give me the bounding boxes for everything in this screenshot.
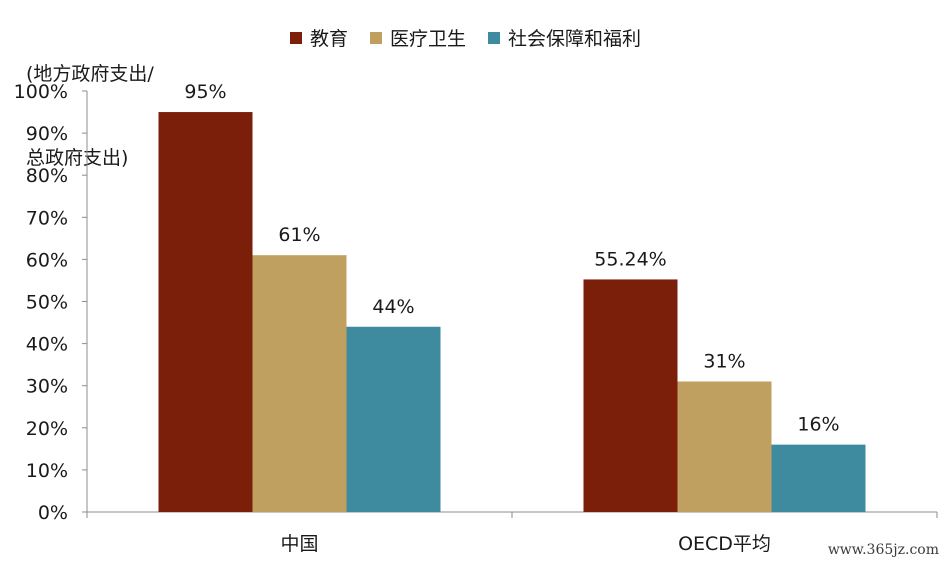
y-tick-label: 40% [26, 334, 68, 356]
y-axis-title: (地方政府支出/ 总政府支出) [26, 4, 154, 200]
legend-label-health: 医疗卫生 [390, 28, 467, 50]
x-tick-label: OECD平均 [678, 533, 771, 555]
bar-value-label: 16% [797, 414, 839, 436]
bar-value-label: 61% [278, 224, 320, 246]
y-tick-label: 30% [26, 376, 68, 398]
bar [771, 444, 866, 512]
y-tick-label: 20% [26, 418, 68, 440]
watermark: www.365jz.com [827, 542, 939, 558]
legend-item-social: 社会保障和福利 [488, 24, 641, 51]
y-tick-label: 60% [26, 249, 68, 271]
legend-swatch-health [370, 31, 383, 44]
y-tick-label: 50% [26, 292, 68, 314]
y-tick-label: 10% [26, 460, 68, 482]
y-axis-title-line1: (地方政府支出/ [26, 63, 154, 85]
legend-swatch-social [488, 31, 501, 44]
bar-value-label: 95% [184, 81, 226, 103]
y-tick-label: 90% [26, 123, 68, 145]
bar [252, 255, 347, 512]
legend-label-education: 教育 [310, 28, 349, 50]
y-tick-label: 0% [38, 502, 68, 524]
legend-item-health: 医疗卫生 [370, 24, 466, 51]
legend-swatch-education [290, 31, 302, 44]
bar [158, 112, 253, 513]
bar [346, 326, 441, 512]
legend-label-social: 社会保障和福利 [508, 28, 642, 50]
bar [583, 279, 678, 512]
bar [677, 381, 772, 512]
x-tick-label: 中国 [280, 533, 318, 555]
bar-value-label: 31% [703, 350, 745, 372]
y-tick-label: 70% [26, 207, 68, 229]
bar-value-label: 44% [372, 296, 414, 318]
y-axis-title-line2: 总政府支出) [26, 147, 129, 169]
y-tick-label: 80% [26, 165, 68, 187]
legend-item-education: 教育 [290, 24, 348, 51]
y-tick-label: 100% [14, 81, 68, 103]
bar-value-label: 55.24% [594, 248, 666, 270]
legend: 教育 医疗卫生 社会保障和福利 [290, 24, 663, 51]
